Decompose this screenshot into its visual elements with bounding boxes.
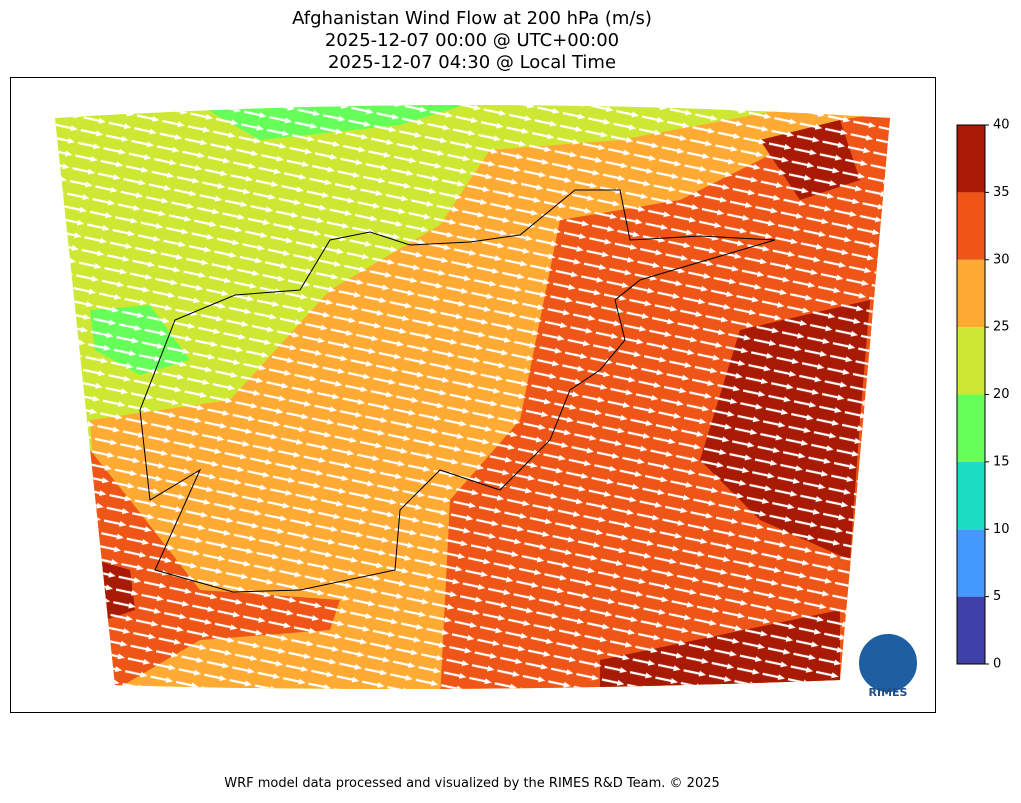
logo-text: RIMES: [869, 686, 908, 699]
wind-field: [55, 105, 890, 689]
colorbar-tick-label: 30: [993, 252, 1010, 267]
map-frame: [10, 77, 936, 713]
colorbar-segment: [957, 259, 985, 328]
title-line: Afghanistan Wind Flow at 200 hPa (m/s): [292, 8, 652, 29]
colorbar-segment: [957, 327, 985, 395]
colorbar-tick-label: 35: [993, 185, 1010, 200]
country-border: [139, 189, 776, 593]
colorbar-tick-label: 5: [993, 589, 1001, 604]
title-line: 2025-12-07 04:30 @ Local Time: [328, 52, 616, 73]
colorbar-tick-label: 20: [993, 387, 1010, 402]
colorbar-tick-label: 25: [993, 320, 1010, 335]
title-line: 2025-12-07 00:00 @ UTC+00:00: [325, 30, 619, 51]
logo-emblem: [857, 632, 919, 694]
colorbar-segment: [957, 125, 985, 193]
colorbar-tick-label: 15: [993, 454, 1010, 469]
colorbar: 0 5 10 15 20 25 30 35 40: [956, 118, 1010, 672]
colorbar-tick-label: 10: [993, 522, 1010, 537]
colorbar-segment: [957, 529, 985, 597]
colorbar-segment: [957, 596, 985, 664]
colorbar-tick-label: 40: [993, 118, 1010, 133]
colorbar-segment: [957, 192, 985, 260]
colorbar-segment: [957, 394, 985, 462]
logo: RIMES: [857, 632, 919, 699]
colorbar-segment: [957, 461, 985, 530]
footer: WRF model data processed and visualized …: [224, 776, 720, 791]
colorbar-tick-label: 0: [993, 657, 1001, 672]
